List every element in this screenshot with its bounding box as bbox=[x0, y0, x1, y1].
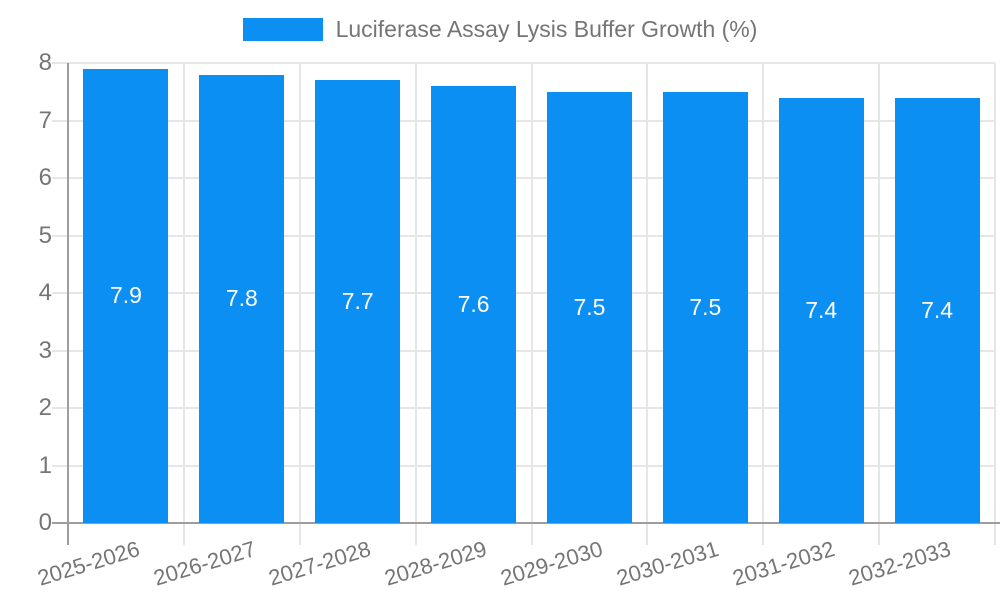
gridline-vertical bbox=[646, 63, 649, 545]
bar: 7.6 bbox=[431, 86, 517, 523]
y-axis-tick bbox=[52, 349, 68, 352]
bar-value-label: 7.4 bbox=[921, 296, 954, 323]
gridline-vertical bbox=[414, 63, 417, 545]
legend-swatch bbox=[242, 18, 323, 41]
bar-value-label: 7.6 bbox=[457, 291, 490, 317]
y-tick-label: 5 bbox=[38, 221, 52, 249]
gridline-vertical bbox=[298, 63, 301, 545]
y-axis-tick bbox=[52, 464, 68, 467]
y-axis-tick bbox=[52, 292, 68, 294]
bar-value-label: 7.5 bbox=[573, 293, 606, 320]
y-tick-label: 7 bbox=[38, 106, 52, 134]
bar-value-label: 7.9 bbox=[109, 282, 142, 309]
bar: 7.5 bbox=[546, 91, 632, 523]
y-tick-label: 3 bbox=[38, 336, 52, 364]
gridline-vertical bbox=[994, 63, 996, 545]
gridline-vertical bbox=[878, 63, 881, 545]
y-axis-tick bbox=[52, 62, 68, 64]
x-axis-line bbox=[52, 522, 1000, 524]
x-tick-label: 2029-2030 bbox=[497, 536, 606, 591]
y-tick-label: 0 bbox=[38, 509, 52, 536]
bar-value-label: 7.4 bbox=[805, 296, 838, 323]
bar: 7.5 bbox=[662, 91, 748, 523]
gridline-vertical bbox=[530, 63, 533, 545]
bar: 7.8 bbox=[199, 74, 285, 523]
gridline-vertical bbox=[762, 63, 765, 545]
x-tick-label: 2032-2033 bbox=[845, 536, 954, 591]
x-tick-label: 2026-2027 bbox=[150, 536, 259, 591]
x-tick-label: 2025-2026 bbox=[34, 536, 143, 591]
y-axis-line bbox=[67, 63, 69, 545]
y-tick-label: 8 bbox=[38, 49, 52, 76]
y-tick-label: 4 bbox=[38, 279, 52, 306]
x-tick-label: 2030-2031 bbox=[613, 536, 722, 591]
x-tick-label: 2027-2028 bbox=[266, 536, 374, 591]
bar-value-label: 7.7 bbox=[341, 288, 374, 315]
bar: 7.7 bbox=[315, 80, 401, 523]
x-tick-label: 2028-2029 bbox=[381, 536, 490, 591]
gridline-vertical bbox=[182, 63, 185, 545]
bar: 7.9 bbox=[83, 68, 169, 523]
bar-value-label: 7.5 bbox=[689, 293, 722, 320]
y-tick-label: 2 bbox=[38, 394, 52, 421]
y-axis-tick bbox=[52, 119, 68, 122]
y-axis-tick bbox=[52, 177, 68, 179]
y-axis-tick bbox=[52, 234, 68, 237]
y-tick-label: 6 bbox=[38, 164, 52, 191]
y-tick-label: 1 bbox=[38, 451, 52, 479]
bar: 7.4 bbox=[778, 97, 864, 523]
legend-item[interactable]: Luciferase Assay Lysis Buffer Growth (%) bbox=[242, 16, 758, 43]
legend: Luciferase Assay Lysis Buffer Growth (%) bbox=[0, 16, 1000, 43]
y-axis-tick bbox=[52, 407, 68, 409]
bar-value-label: 7.8 bbox=[225, 285, 258, 312]
legend-label: Luciferase Assay Lysis Buffer Growth (%) bbox=[335, 16, 758, 42]
bar: 7.4 bbox=[894, 97, 980, 523]
x-tick-label: 2031-2032 bbox=[729, 536, 838, 591]
